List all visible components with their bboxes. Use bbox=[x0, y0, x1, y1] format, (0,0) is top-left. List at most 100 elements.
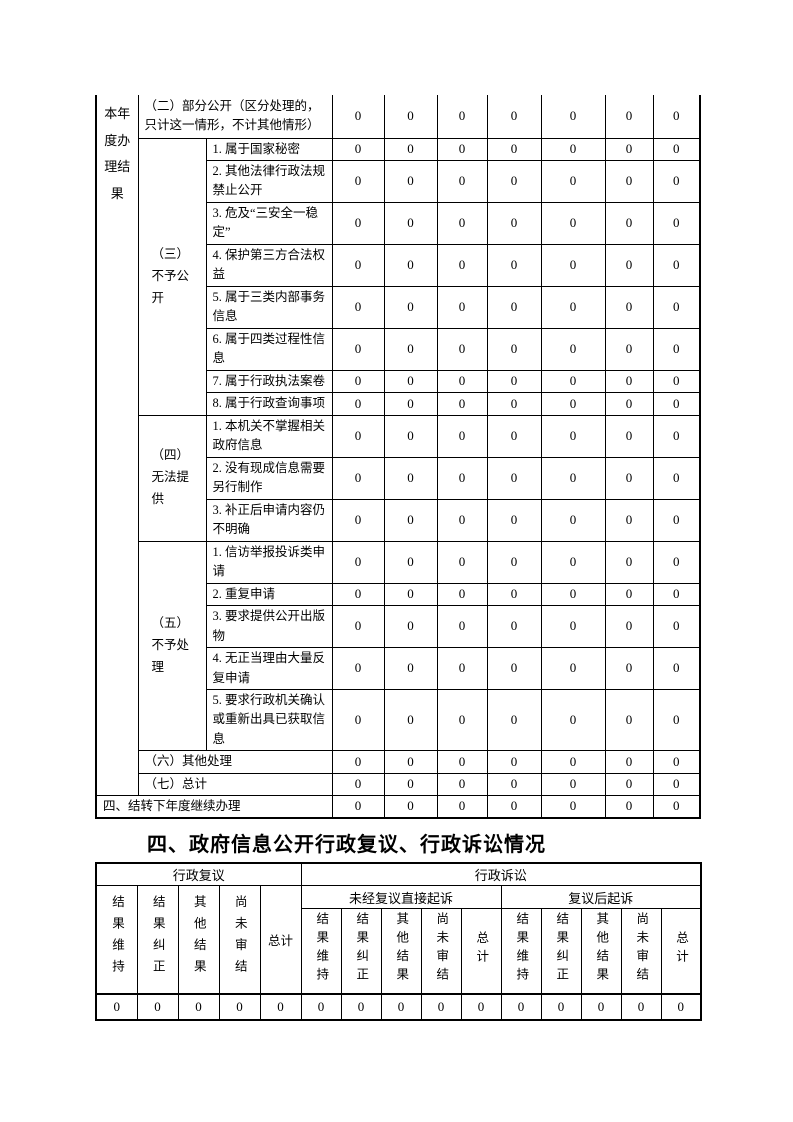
value-cell: 0 bbox=[486, 456, 542, 500]
value-cell: 0 bbox=[486, 414, 542, 458]
value-cell: 0 bbox=[652, 414, 701, 458]
value-cell: 0 bbox=[383, 327, 438, 371]
outcome-label: 其他结果 bbox=[580, 908, 622, 995]
value-cell: 0 bbox=[436, 794, 488, 819]
value-cell: 0 bbox=[652, 750, 701, 774]
value-cell: 0 bbox=[383, 582, 438, 607]
value-cell: 0 bbox=[383, 605, 438, 648]
value-cell: 0 bbox=[540, 688, 606, 752]
outcome-label: 结果纠正 bbox=[340, 908, 382, 995]
value-cell: 0 bbox=[331, 688, 385, 752]
outcome-label-total: 总计 bbox=[660, 908, 702, 995]
value-cell: 0 bbox=[331, 159, 385, 203]
outcome-label: 结果维持 bbox=[500, 908, 542, 995]
row-label: 1. 信访举报投诉类申请 bbox=[205, 540, 333, 584]
value-cell: 0 bbox=[383, 498, 438, 542]
value-cell: 0 bbox=[331, 540, 385, 584]
value-cell: 0 bbox=[436, 392, 488, 416]
value-cell: 0 bbox=[652, 688, 701, 752]
value-cell: 0 bbox=[331, 456, 385, 500]
value-cell: 0 bbox=[604, 137, 654, 161]
value-cell: 0 bbox=[436, 243, 488, 287]
value-cell: 0 bbox=[604, 498, 654, 542]
row-label: 3. 要求提供公开出版物 bbox=[205, 605, 333, 648]
value-cell: 0 bbox=[652, 137, 701, 161]
row-label: 3. 危及“三安全一稳定” bbox=[205, 201, 333, 245]
row-label: 4. 无正当理由大量反复申请 bbox=[205, 647, 333, 690]
value-cell: 0 bbox=[604, 750, 654, 774]
value-cell: 0 bbox=[436, 605, 488, 648]
value-cell: 0 bbox=[540, 498, 606, 542]
value-cell: 0 bbox=[436, 647, 488, 690]
value-cell: 0 bbox=[486, 201, 542, 245]
value-cell: 0 bbox=[383, 647, 438, 690]
value-cell: 0 bbox=[604, 647, 654, 690]
value-cell: 0 bbox=[331, 327, 385, 371]
outcome-label: 结果纠正 bbox=[136, 885, 179, 995]
value-cell: 0 bbox=[331, 201, 385, 245]
value-cell: 0 bbox=[380, 993, 422, 1021]
value-cell: 0 bbox=[604, 414, 654, 458]
row-label: （二）部分公开（区分处理的，只计这一情形，不计其他情形） bbox=[137, 95, 333, 139]
row-label: 5. 要求行政机关确认或重新出具已获取信息 bbox=[205, 688, 333, 752]
value-cell: 0 bbox=[218, 993, 261, 1021]
value-cell: 0 bbox=[604, 327, 654, 371]
value-cell: 0 bbox=[486, 647, 542, 690]
value-cell: 0 bbox=[436, 582, 488, 607]
value-cell: 0 bbox=[540, 285, 606, 329]
value-cell: 0 bbox=[540, 993, 582, 1021]
value-cell: 0 bbox=[540, 772, 606, 796]
value-cell: 0 bbox=[383, 414, 438, 458]
value-cell: 0 bbox=[660, 993, 702, 1021]
value-cell: 0 bbox=[652, 456, 701, 500]
value-cell: 0 bbox=[486, 392, 542, 416]
value-cell: 0 bbox=[604, 243, 654, 287]
value-cell: 0 bbox=[331, 498, 385, 542]
value-cell: 0 bbox=[383, 772, 438, 796]
outcome-label: 其他结果 bbox=[177, 885, 220, 995]
value-cell: 0 bbox=[500, 993, 542, 1021]
group-label-not-disclosed: （三）不予公开 bbox=[137, 137, 207, 416]
review-litigation-table: 行政复议 行政诉讼 结果维持 结果纠正 其他结果 尚未审结 总计 未经复议直接起… bbox=[95, 862, 703, 1022]
value-cell: 0 bbox=[540, 750, 606, 774]
row-label: 6. 属于四类过程性信息 bbox=[205, 327, 333, 371]
value-cell: 0 bbox=[436, 201, 488, 245]
value-cell: 0 bbox=[331, 582, 385, 607]
value-cell: 0 bbox=[540, 159, 606, 203]
value-cell: 0 bbox=[383, 201, 438, 245]
processing-results-table: 本年度办理结果 （二）部分公开（区分处理的，只计这一情形，不计其他情形） 0 0… bbox=[95, 95, 702, 820]
row-label: 4. 保护第三方合法权益 bbox=[205, 243, 333, 287]
value-cell: 0 bbox=[540, 605, 606, 648]
value-cell: 0 bbox=[331, 772, 385, 796]
value-cell: 0 bbox=[420, 993, 462, 1021]
outcome-label: 结果维持 bbox=[300, 908, 342, 995]
outcome-label: 结果纠正 bbox=[540, 908, 582, 995]
value-cell: 0 bbox=[540, 794, 606, 819]
post-review-suit-header: 复议后起诉 bbox=[500, 885, 702, 910]
value-cell: 0 bbox=[540, 327, 606, 371]
value-cell: 0 bbox=[486, 327, 542, 371]
value-cell: 0 bbox=[383, 794, 438, 819]
value-cell: 0 bbox=[652, 498, 701, 542]
value-cell: 0 bbox=[652, 201, 701, 245]
outcome-label: 尚未审结 bbox=[218, 885, 261, 995]
value-cell: 0 bbox=[604, 605, 654, 648]
side-header-annual-results: 本年度办理结果 bbox=[95, 95, 139, 796]
value-cell: 0 bbox=[436, 540, 488, 584]
value-cell: 0 bbox=[486, 772, 542, 796]
value-cell: 0 bbox=[331, 392, 385, 416]
row-label: （六）其他处理 bbox=[137, 750, 333, 774]
value-cell: 0 bbox=[95, 993, 138, 1021]
value-cell: 0 bbox=[604, 159, 654, 203]
value-cell: 0 bbox=[331, 605, 385, 648]
value-cell: 0 bbox=[383, 456, 438, 500]
row-label: 1. 本机关不掌握相关政府信息 bbox=[205, 414, 333, 458]
value-cell: 0 bbox=[604, 392, 654, 416]
section-4-heading: 四、政府信息公开行政复议、行政诉讼情况 bbox=[147, 834, 546, 857]
value-cell: 0 bbox=[652, 95, 701, 139]
value-cell: 0 bbox=[300, 993, 342, 1021]
value-cell: 0 bbox=[652, 392, 701, 416]
outcome-label-total: 总计 bbox=[460, 908, 502, 995]
value-cell: 0 bbox=[383, 369, 438, 394]
value-cell: 0 bbox=[436, 159, 488, 203]
